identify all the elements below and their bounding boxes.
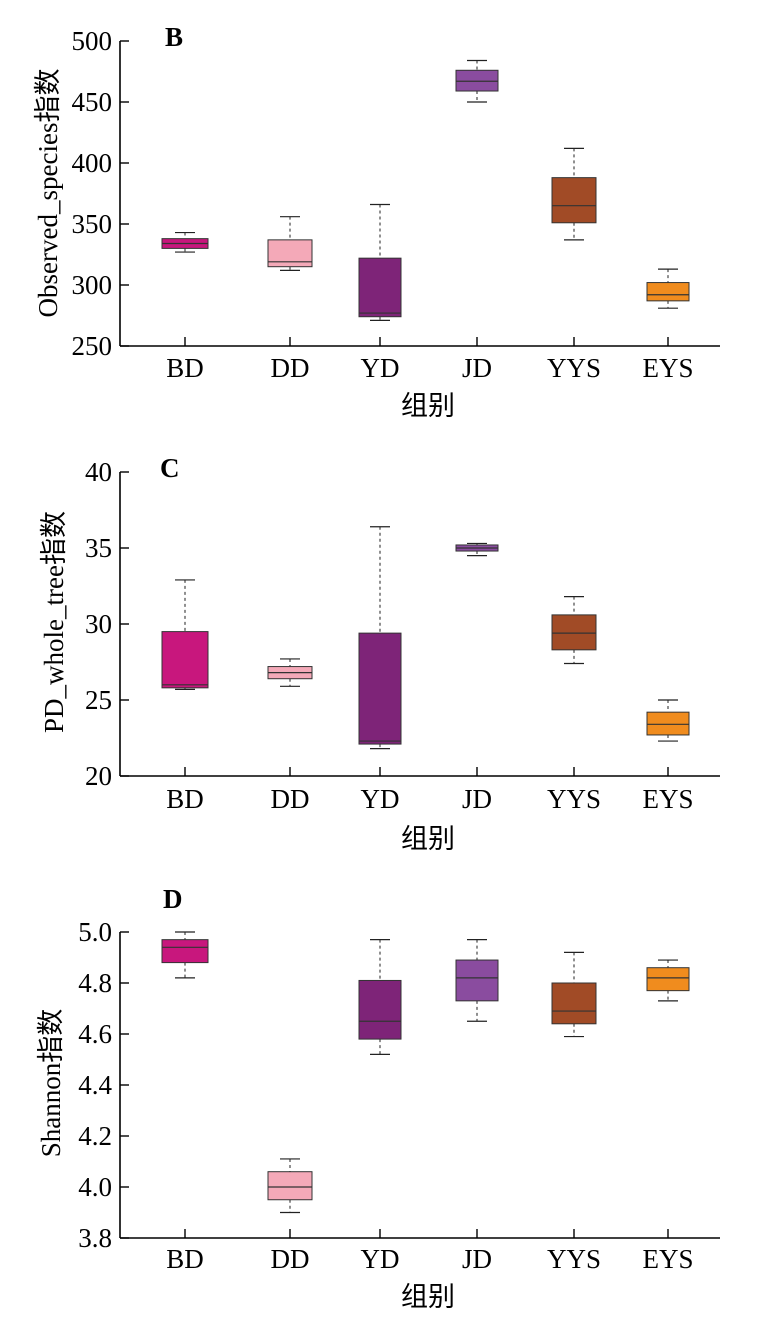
x-tick-label: YD xyxy=(361,353,400,383)
box-DD xyxy=(267,1158,313,1238)
x-axis-title: 组别 xyxy=(401,391,455,421)
box-body xyxy=(646,967,690,992)
box-BD xyxy=(161,931,209,1238)
box-YD xyxy=(358,939,402,1238)
y-tick-label: 4.6 xyxy=(78,1019,112,1049)
box-body xyxy=(161,939,209,964)
box-BD xyxy=(161,231,209,346)
box-body xyxy=(455,69,499,92)
x-tick-label: EYS xyxy=(642,1244,693,1274)
box-body xyxy=(551,614,597,651)
box-JD xyxy=(455,939,499,1238)
y-axis-title: PD_whole_tree指数 xyxy=(39,511,69,733)
chart-panel-D: 3.8 4.0 4.2 4.4 4.6 4.8 5.0 BD DD YD JD YYS EYS D Shan… xyxy=(36,884,720,1312)
box-EYS xyxy=(646,268,690,346)
box-JD xyxy=(455,59,499,346)
y-tick-label: 450 xyxy=(72,87,113,117)
y-tick-label: 4.4 xyxy=(78,1070,112,1100)
box-body xyxy=(551,177,597,224)
box-body xyxy=(267,1171,313,1201)
y-tick-label: 250 xyxy=(72,331,113,361)
chart-panel-B: 250 300 350 400 450 500 BD DD YD JD YYS EYS B Observe… xyxy=(33,22,720,421)
box-JD xyxy=(455,542,499,776)
box-body xyxy=(358,257,402,318)
box-body xyxy=(551,982,597,1025)
x-tick-label: EYS xyxy=(642,353,693,383)
x-tick-label: JD xyxy=(462,353,492,383)
x-tick-label: YD xyxy=(361,784,400,814)
x-axis-title: 组别 xyxy=(401,824,455,854)
box-body xyxy=(267,239,313,268)
box-DD xyxy=(267,216,313,346)
x-tick-label: EYS xyxy=(642,784,693,814)
y-axis-title: Observed_species指数 xyxy=(33,69,63,318)
box-BD xyxy=(161,579,209,776)
box-body xyxy=(646,282,690,302)
x-tick-label: DD xyxy=(271,353,310,383)
x-tick-label: JD xyxy=(462,784,492,814)
box-body xyxy=(161,631,209,689)
box-YYS xyxy=(551,147,597,346)
x-tick-label: DD xyxy=(271,784,310,814)
y-axis-title: Shannon指数 xyxy=(36,1009,66,1158)
box-body xyxy=(646,711,690,736)
y-tick-label: 40 xyxy=(85,457,112,487)
box-EYS xyxy=(646,959,690,1238)
y-tick-label: 350 xyxy=(72,209,113,239)
panel-label: C xyxy=(160,453,180,483)
y-tick-label: 5.0 xyxy=(78,917,112,947)
y-tick-label: 300 xyxy=(72,270,113,300)
y-tick-label: 4.0 xyxy=(78,1172,112,1202)
box-body xyxy=(358,632,402,745)
box-YD xyxy=(358,203,402,346)
box-EYS xyxy=(646,699,690,776)
y-tick-label: 500 xyxy=(72,26,113,56)
x-tick-label: YD xyxy=(361,1244,400,1274)
x-tick-label: BD xyxy=(166,784,204,814)
box-body xyxy=(455,959,499,1002)
x-axis-title: 组别 xyxy=(401,1282,455,1312)
x-tick-label: JD xyxy=(462,1244,492,1274)
y-tick-label: 3.8 xyxy=(78,1223,112,1253)
y-tick-label: 35 xyxy=(85,533,112,563)
y-tick-label: 30 xyxy=(85,609,112,639)
box-YD xyxy=(358,526,402,776)
x-tick-label: YYS xyxy=(547,784,601,814)
panel-label: D xyxy=(163,884,183,914)
x-tick-label: DD xyxy=(271,1244,310,1274)
box-YYS xyxy=(551,596,597,776)
y-tick-label: 400 xyxy=(72,148,113,178)
y-tick-label: 4.8 xyxy=(78,968,112,998)
chart-panel-C: 20 25 30 35 40 BD DD YD JD YYS EYS C PD_whole_tree指数… xyxy=(39,453,720,854)
x-tick-label: BD xyxy=(166,353,204,383)
x-tick-label: YYS xyxy=(547,353,601,383)
x-tick-label: BD xyxy=(166,1244,204,1274)
y-tick-label: 4.2 xyxy=(78,1121,112,1151)
y-tick-label: 25 xyxy=(85,685,112,715)
box-body xyxy=(358,979,402,1040)
box-YYS xyxy=(551,951,597,1238)
y-tick-label: 20 xyxy=(85,761,112,791)
x-tick-label: YYS xyxy=(547,1244,601,1274)
box-DD xyxy=(267,658,313,776)
panel-label: B xyxy=(165,22,183,52)
